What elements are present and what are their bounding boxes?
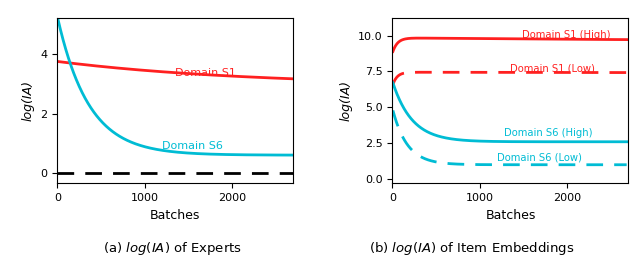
Y-axis label: log(IA): log(IA) <box>339 80 353 121</box>
Text: Domain S6: Domain S6 <box>162 141 223 151</box>
Y-axis label: log(IA): log(IA) <box>22 80 35 121</box>
Text: (a) $log(IA)$ of Experts: (a) $log(IA)$ of Experts <box>103 239 242 256</box>
Text: Domain S1 (High): Domain S1 (High) <box>522 30 611 40</box>
Text: Domain S1: Domain S1 <box>175 68 236 78</box>
Text: (b) $log(IA)$ of Item Embeddings: (b) $log(IA)$ of Item Embeddings <box>369 239 575 256</box>
Text: Domain S1 (Low): Domain S1 (Low) <box>510 63 595 73</box>
X-axis label: Batches: Batches <box>486 209 536 222</box>
Text: Domain S6 (High): Domain S6 (High) <box>504 128 593 138</box>
X-axis label: Batches: Batches <box>150 209 200 222</box>
Text: Domain S6 (Low): Domain S6 (Low) <box>498 152 582 162</box>
